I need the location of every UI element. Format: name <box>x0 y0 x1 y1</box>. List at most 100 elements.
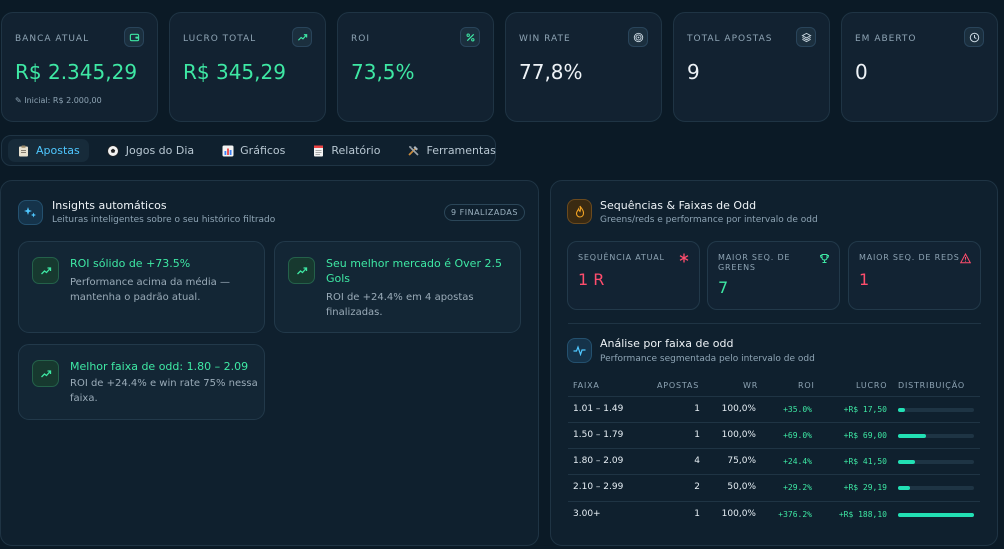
cell-roi: +29.2% <box>783 483 812 492</box>
insight-desc-line: ROI de +24.4% e win rate 75% nessa <box>70 378 258 389</box>
cell-roi: +24.4% <box>783 457 812 466</box>
cell-wr: 100,0% <box>721 430 756 440</box>
stat-value: R$ 2.345,29 <box>15 60 138 84</box>
stat-card-em-aberto: EM ABERTO 0 <box>841 12 998 122</box>
tab-jogos-do-dia[interactable]: Jogos do Dia <box>98 139 203 162</box>
cell-roi: +35.0% <box>783 405 812 414</box>
trending-up-icon <box>32 257 59 284</box>
insight-card-odd-range: Melhor faixa de odd: 1.80 – 2.09 ROI de … <box>18 344 265 420</box>
col-header-lucro: LUCRO <box>856 381 888 390</box>
stat-value: 73,5% <box>351 60 415 84</box>
tab-label: Jogos do Dia <box>125 144 195 157</box>
col-header-apostas: APOSTAS <box>657 381 700 390</box>
layers-icon <box>796 27 816 47</box>
tab-label: Apostas <box>36 144 80 157</box>
cell-roi: +376.2% <box>778 510 812 519</box>
clipboard-icon <box>17 144 30 157</box>
stat-value: 77,8% <box>519 60 583 84</box>
insight-desc-line: ROI de +24.4% em 4 apostas <box>326 292 474 303</box>
streak-value: 1 R <box>578 270 605 289</box>
trending-up-icon <box>292 27 312 47</box>
cell-lucro: +R$ 41,50 <box>843 457 887 466</box>
insights-title: Insights automáticos <box>52 199 167 212</box>
sequences-subtitle: Greens/reds e performance por intervalo … <box>600 215 818 225</box>
stat-label: WIN RATE <box>519 34 571 44</box>
trending-up-icon <box>288 257 315 284</box>
insight-title: Melhor faixa de odd: 1.80 – 2.09 <box>70 360 249 373</box>
tab-label: Gráficos <box>240 144 286 157</box>
col-header-distribuicao: DISTRIBUIÇÃO <box>898 381 965 390</box>
pencil-icon: ✎ <box>15 96 25 105</box>
insight-card-market: Seu melhor mercado é Over 2.5 Gols ROI d… <box>274 241 521 333</box>
max-reds-card: MAIOR SEQ. DE REDS 1 <box>848 241 981 310</box>
table-row: 1.50 – 1.79 1 100,0% +69.0% +R$ 69,00 <box>568 422 980 448</box>
insight-desc-line: Performance acima da média — <box>70 277 230 288</box>
table-row: 3.00+ 1 100,0% +376.2% +R$ 188,10 <box>568 501 980 527</box>
stat-label: EM ABERTO <box>855 34 917 44</box>
distribution-bar <box>898 486 974 490</box>
section-divider <box>568 323 981 324</box>
tab-apostas[interactable]: Apostas <box>8 139 89 162</box>
target-icon <box>628 27 648 47</box>
flame-icon <box>567 199 592 224</box>
cell-lucro: +R$ 69,00 <box>843 431 887 440</box>
cell-faixa: 2.10 – 2.99 <box>573 482 624 492</box>
max-greens-card: MAIOR SEQ. DE GREENS 7 <box>707 241 840 310</box>
distribution-bar-fill <box>898 486 911 490</box>
table-row: 1.01 – 1.49 1 100,0% +35.0% +R$ 17,50 <box>568 396 980 422</box>
insight-desc-line: mantenha o padrão atual. <box>70 292 201 303</box>
cell-apostas: 1 <box>694 509 700 519</box>
cell-wr: 75,0% <box>727 456 756 466</box>
cell-apostas: 4 <box>694 456 700 466</box>
streak-label-line: GREENS <box>718 263 756 272</box>
tab-ferramentas[interactable]: Ferramentas <box>398 139 504 162</box>
stat-card-lucro-total: LUCRO TOTAL R$ 345,29 <box>169 12 326 122</box>
stat-value: R$ 345,29 <box>183 60 286 84</box>
bar-chart-icon <box>221 144 234 157</box>
insights-subtitle: Leituras inteligentes sobre o seu histór… <box>52 215 276 225</box>
sequences-title: Sequências & Faixas de Odd <box>600 199 757 212</box>
sequences-panel: Sequências & Faixas de Odd Greens/reds e… <box>550 180 998 546</box>
percent-icon <box>460 27 480 47</box>
stat-card-banca-atual: BANCA ATUAL R$ 2.345,29 ✎ Inicial: R$ 2.… <box>1 12 158 122</box>
cell-faixa: 1.80 – 2.09 <box>573 456 624 466</box>
streak-label: SEQUÊNCIA ATUAL <box>578 253 665 262</box>
col-header-roi: ROI <box>798 381 815 390</box>
stat-label: BANCA ATUAL <box>15 34 90 44</box>
stat-card-win-rate: WIN RATE 77,8% <box>505 12 662 122</box>
stat-card-total-apostas: TOTAL APOSTAS 9 <box>673 12 830 122</box>
activity-icon <box>567 338 592 363</box>
insight-title: ROI sólido de +73.5% <box>70 257 191 270</box>
distribution-bar-fill <box>898 408 905 412</box>
current-streak-card: SEQUÊNCIA ATUAL 1 R <box>567 241 700 310</box>
wallet-icon <box>124 27 144 47</box>
streak-value: 1 <box>859 270 870 289</box>
warning-icon <box>959 252 971 264</box>
insight-desc-line: faixa. <box>70 393 98 404</box>
cell-wr: 100,0% <box>721 404 756 414</box>
insight-desc-line: finalizadas. <box>326 307 383 318</box>
col-header-faixa: FAIXA <box>573 381 600 390</box>
odds-title: Análise por faixa de odd <box>600 337 734 350</box>
distribution-bar <box>898 434 974 438</box>
distribution-bar-fill <box>898 434 927 438</box>
cell-lucro: +R$ 29,19 <box>843 483 887 492</box>
cell-lucro: +R$ 188,10 <box>838 510 887 519</box>
col-header-wr: WR <box>743 381 759 390</box>
stat-initial-balance[interactable]: ✎ Inicial: R$ 2.000,00 <box>15 96 102 105</box>
cell-faixa: 1.01 – 1.49 <box>573 404 624 414</box>
distribution-bar <box>898 513 974 517</box>
cell-wr: 50,0% <box>727 482 756 492</box>
tab-label: Relatório <box>331 144 381 157</box>
tab-relatorio[interactable]: Relatório <box>303 139 389 162</box>
cell-apostas: 1 <box>694 404 700 414</box>
tab-graficos[interactable]: Gráficos <box>212 139 294 162</box>
tab-label: Ferramentas <box>426 144 496 157</box>
stat-label: ROI <box>351 34 370 44</box>
soccer-ball-icon <box>107 144 120 157</box>
stat-value: 0 <box>855 60 868 84</box>
insight-card-roi: ROI sólido de +73.5% Performance acima d… <box>18 241 265 333</box>
trophy-icon <box>818 252 830 264</box>
insights-panel: Insights automáticos Leituras inteligent… <box>0 180 539 546</box>
streak-label: MAIOR SEQ. DE REDS <box>859 253 960 262</box>
